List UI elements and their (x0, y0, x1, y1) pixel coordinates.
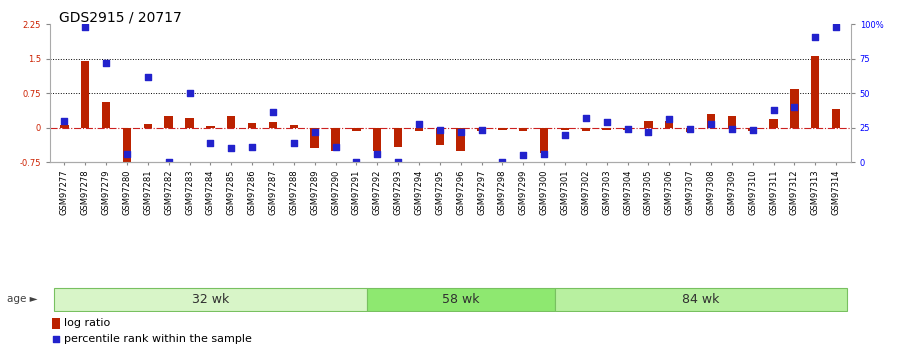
FancyBboxPatch shape (367, 288, 555, 311)
Point (516, 152, 530, 158)
Text: 58 wk: 58 wk (442, 293, 480, 306)
Bar (686, 128, 694, 132)
Bar (269, 122, 277, 128)
Point (557, 132, 572, 137)
Bar (81, 61, 90, 128)
Bar (748, 128, 757, 131)
Bar (52, 318, 60, 329)
Point (829, 24, 843, 30)
FancyBboxPatch shape (54, 288, 367, 311)
Point (391, 159, 405, 165)
Text: 32 wk: 32 wk (192, 293, 229, 306)
Point (224, 146, 239, 151)
FancyBboxPatch shape (555, 288, 846, 311)
Point (495, 159, 510, 165)
Point (578, 115, 593, 121)
Point (266, 110, 281, 115)
Point (182, 90, 196, 96)
Bar (790, 89, 798, 128)
Bar (728, 116, 736, 128)
Bar (811, 56, 819, 128)
Bar (123, 128, 131, 167)
Bar (519, 128, 528, 131)
Bar (665, 121, 673, 128)
Point (161, 159, 176, 165)
Point (329, 144, 343, 150)
Bar (373, 128, 381, 151)
Text: GDS2915 / 20717: GDS2915 / 20717 (59, 10, 182, 24)
Bar (186, 118, 194, 128)
Point (78, 24, 92, 30)
Point (725, 126, 739, 132)
Bar (832, 109, 840, 128)
Bar (248, 123, 256, 128)
Point (245, 144, 260, 150)
Point (140, 74, 155, 79)
Point (49, 336, 63, 341)
Bar (165, 116, 173, 128)
Bar (624, 128, 632, 130)
Bar (102, 102, 110, 128)
Bar (61, 125, 69, 128)
Point (620, 126, 634, 132)
Point (203, 140, 217, 146)
Point (704, 121, 719, 126)
Point (746, 128, 760, 133)
Bar (435, 128, 444, 145)
Text: percentile rank within the sample: percentile rank within the sample (64, 334, 252, 344)
Bar (227, 116, 235, 128)
Point (349, 159, 364, 165)
Bar (603, 128, 611, 130)
Text: 84 wk: 84 wk (681, 293, 719, 306)
Point (119, 151, 134, 157)
Point (57, 118, 71, 124)
Text: age ►: age ► (7, 295, 38, 304)
Point (662, 117, 676, 122)
Bar (144, 124, 152, 128)
Point (287, 140, 301, 146)
Point (433, 128, 447, 133)
Point (412, 121, 426, 126)
Point (808, 34, 823, 39)
Bar (206, 126, 214, 128)
Bar (310, 128, 319, 148)
Bar (540, 128, 548, 153)
Point (308, 129, 322, 135)
Bar (394, 128, 402, 147)
Bar (499, 128, 507, 130)
Point (683, 126, 698, 132)
Point (370, 151, 385, 157)
Point (453, 129, 468, 135)
Point (767, 107, 781, 112)
Bar (331, 128, 339, 151)
Point (599, 119, 614, 125)
Bar (769, 119, 777, 128)
Bar (414, 128, 424, 131)
Bar (290, 125, 298, 128)
Bar (352, 128, 360, 131)
Point (537, 151, 551, 157)
Bar (707, 114, 715, 128)
Bar (644, 121, 653, 128)
Point (99, 60, 113, 66)
Bar (561, 128, 569, 130)
Point (474, 128, 489, 133)
Text: log ratio: log ratio (64, 318, 110, 328)
Point (787, 104, 802, 110)
Bar (477, 128, 486, 131)
Bar (456, 128, 465, 151)
Bar (582, 128, 590, 131)
Point (641, 129, 655, 135)
